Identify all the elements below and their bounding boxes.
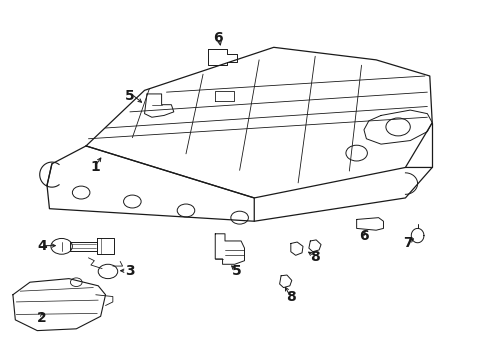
- Text: 5: 5: [125, 89, 135, 103]
- Text: 2: 2: [37, 311, 47, 325]
- Text: 3: 3: [125, 265, 135, 278]
- Text: 6: 6: [358, 229, 368, 243]
- Text: 4: 4: [37, 239, 47, 253]
- Text: 7: 7: [402, 236, 412, 250]
- Text: 8: 8: [310, 250, 320, 264]
- Text: 6: 6: [212, 31, 222, 45]
- Text: 8: 8: [285, 289, 295, 303]
- Text: 5: 5: [232, 265, 242, 278]
- Text: 1: 1: [91, 161, 101, 175]
